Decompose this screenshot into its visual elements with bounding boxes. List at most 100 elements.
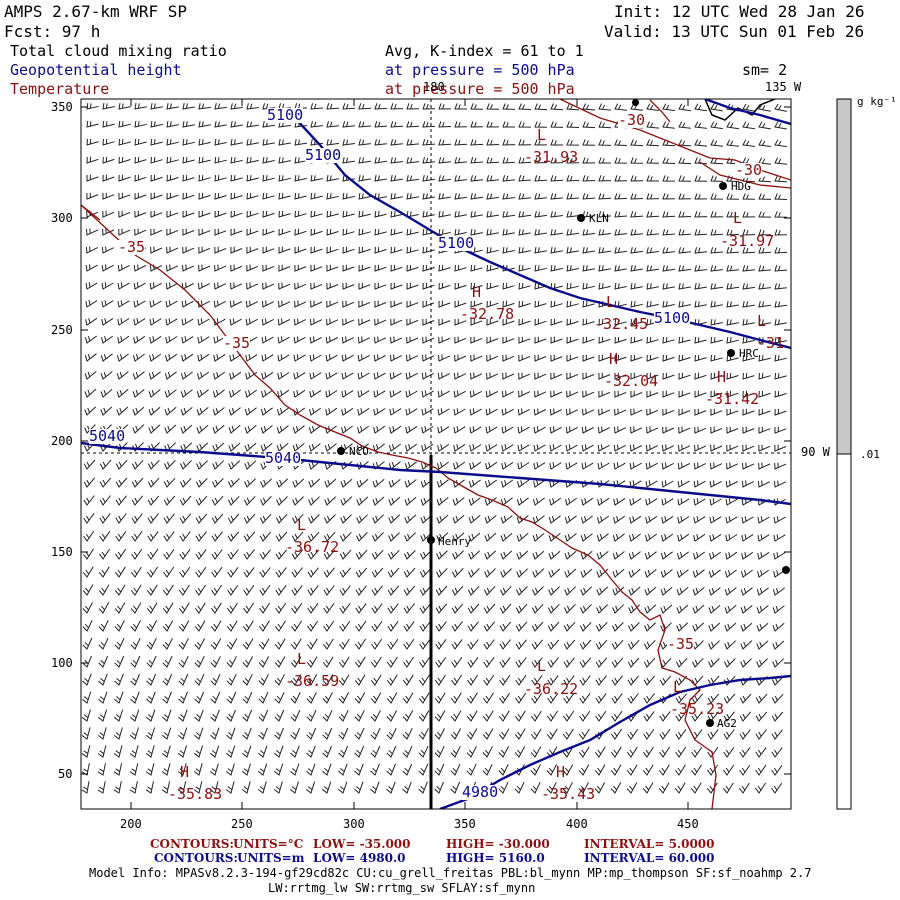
wind-barb [149,282,162,290]
wind-barb [582,157,596,164]
wind-barb [226,656,237,668]
wind-barb [325,390,338,398]
wind-barb [518,103,532,110]
wind-barb [421,443,434,452]
y-tick-label: 200 [51,434,73,448]
wind-barb [357,425,370,434]
wind-barb [547,639,560,650]
wind-barb [726,337,739,344]
wind-barb [258,691,269,704]
wind-barb [692,604,705,614]
wind-barb [726,301,739,308]
wind-barb [566,336,579,344]
wind-barb [691,764,702,776]
wind-barb [402,745,413,758]
wind-barb [276,407,289,416]
wind-barb [86,228,99,236]
wind-barb [550,193,563,200]
wind-barb [515,603,528,614]
wind-barb [99,459,112,470]
wind-barb [83,530,95,542]
station-marker [706,719,714,727]
wind-barb [277,372,290,380]
wind-barb [470,103,484,110]
y-tick-label: 50 [58,767,73,781]
wind-barb [678,372,691,380]
wind-barb [694,283,707,290]
x-tick-label: 400 [566,817,588,831]
wind-barb [261,371,274,380]
wind-barb [164,424,177,434]
wind-barb [469,461,482,470]
wind-barb [354,710,365,722]
wind-barb [178,602,190,614]
wind-barb [659,711,671,722]
wind-barb [196,407,209,416]
wind-barb [133,282,146,290]
wind-barb [644,604,657,614]
wind-barb [243,602,255,614]
wind-barb [294,228,307,236]
wind-barb [646,247,659,254]
wind-barb [757,534,770,542]
wind-barb [723,711,735,722]
wind-barb [659,764,670,776]
wind-barb [230,121,243,128]
wind-barb [390,318,403,326]
wind-barb [291,620,303,632]
wind-barb [774,139,787,148]
wind-barb [723,693,736,704]
wind-barb [530,746,542,758]
footer-temp-low: LOW= -35.000 [313,837,411,851]
wind-barb [373,408,386,416]
wind-barb [418,763,429,776]
wind-barb [390,300,403,308]
wind-barb [339,567,352,578]
wind-barb [228,442,241,452]
wind-barb [388,514,401,524]
wind-barb [214,192,227,200]
wind-barb [115,566,126,578]
wind-barb [774,408,787,416]
wind-barb [133,264,146,272]
wind-barb [278,192,291,200]
wind-barb [470,157,484,164]
wind-barb [275,513,288,524]
wind-barb [580,586,593,596]
wind-barb [387,621,399,632]
wind-barb [502,354,515,362]
wind-barb [629,462,642,470]
wind-barb [129,745,139,758]
wind-barb [193,763,203,776]
wind-barb [515,710,526,722]
wind-barb [630,318,643,326]
wind-barb [178,620,190,632]
colorbar-unit: g kg⁻¹ [857,95,897,108]
wind-barb [310,246,323,254]
wind-barb [422,121,436,128]
wind-barb [726,139,739,147]
wind-barb [662,372,675,380]
wind-barb [774,175,788,183]
wind-barb [116,371,129,380]
wind-barb [196,389,209,398]
wind-barb [614,336,627,344]
wind-barb [226,673,237,686]
wind-barb [454,157,468,164]
wind-barb [694,103,707,112]
wind-barb [500,532,513,542]
wind-barb [626,782,638,794]
wind-barb [694,372,707,380]
wind-barb [691,711,703,722]
wind-barb [678,193,692,200]
wind-barb [372,514,385,524]
wind-barb [326,282,339,290]
wind-barb [147,460,160,470]
wind-barb [550,139,563,146]
wind-barb [148,442,160,452]
wind-barb [210,709,220,722]
wind-barb [774,426,787,434]
wind-barb [756,587,769,596]
wind-barb [114,602,126,614]
wind-barb [676,569,689,578]
